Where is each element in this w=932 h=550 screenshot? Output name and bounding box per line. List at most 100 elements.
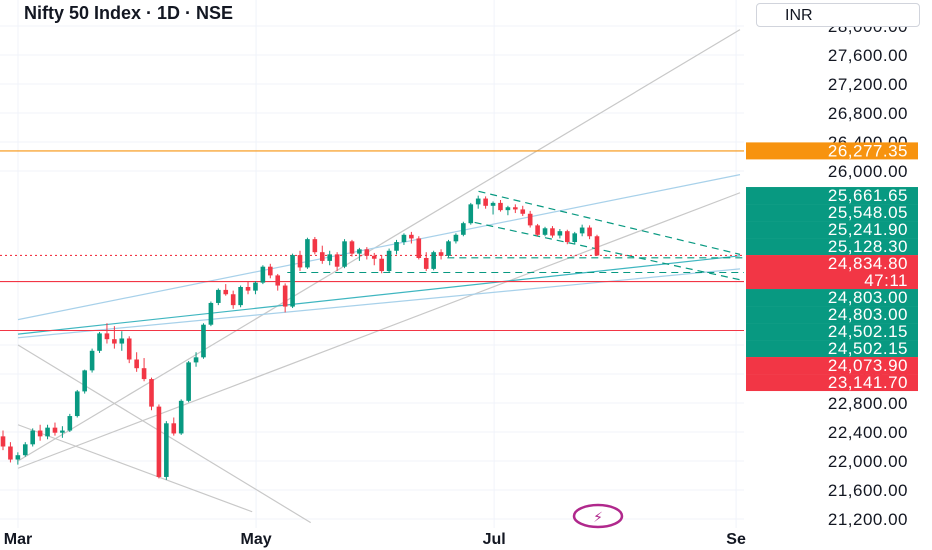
candle[interactable] <box>431 250 436 271</box>
candle[interactable] <box>527 210 533 228</box>
tradingview-badge[interactable]: ⚡ <box>572 503 624 529</box>
price-tag[interactable]: 25,128.30 <box>746 237 918 256</box>
candle[interactable] <box>461 221 466 237</box>
candle[interactable] <box>164 421 169 480</box>
candle[interactable] <box>52 422 58 436</box>
candle[interactable] <box>223 284 229 296</box>
price-tag[interactable]: 25,548.05 <box>746 203 918 222</box>
price-tag[interactable]: 24,073.90 <box>746 356 918 375</box>
candle[interactable] <box>141 358 147 382</box>
price-tag[interactable]: 24,502.15 <box>746 322 918 341</box>
candle[interactable] <box>423 252 429 272</box>
candle[interactable] <box>74 389 80 418</box>
candle[interactable] <box>119 331 125 351</box>
candle[interactable] <box>82 369 87 394</box>
candle[interactable] <box>557 229 563 239</box>
candle[interactable] <box>22 442 28 457</box>
candle[interactable] <box>156 404 162 479</box>
candle[interactable] <box>416 236 422 260</box>
candle[interactable] <box>327 250 333 266</box>
candle[interactable] <box>319 245 325 264</box>
candle[interactable] <box>60 426 65 438</box>
candle[interactable] <box>45 424 50 440</box>
candle[interactable] <box>149 377 154 411</box>
trend-line[interactable] <box>17 174 741 321</box>
price-tag[interactable]: 24,803.00 <box>746 288 918 307</box>
candle[interactable] <box>297 250 303 272</box>
candle[interactable] <box>386 248 392 273</box>
trend-line[interactable] <box>17 268 741 339</box>
candle[interactable] <box>290 253 295 309</box>
trend-line[interactable] <box>474 221 741 281</box>
price-tag[interactable]: 24,803.00 <box>746 305 918 324</box>
candle[interactable] <box>394 239 399 255</box>
candle[interactable] <box>364 247 370 260</box>
candle[interactable] <box>312 236 318 255</box>
candle[interactable] <box>230 290 236 309</box>
price-tag[interactable]: 25,241.90 <box>746 220 918 239</box>
candle[interactable] <box>349 239 355 257</box>
price-tag[interactable]: 23,141.70 <box>746 373 918 392</box>
candle[interactable] <box>238 285 243 308</box>
candle[interactable] <box>8 442 13 463</box>
candle[interactable] <box>379 255 384 274</box>
candle[interactable] <box>305 237 310 269</box>
candle[interactable] <box>550 226 555 238</box>
candle[interactable] <box>505 205 511 216</box>
candle[interactable] <box>334 252 340 272</box>
candle[interactable] <box>594 234 600 256</box>
price-tag[interactable]: 26,277.35 <box>746 141 918 160</box>
candle[interactable] <box>171 417 177 436</box>
trend-line[interactable] <box>17 424 253 513</box>
candle[interactable] <box>30 428 36 447</box>
candle[interactable] <box>208 301 214 327</box>
currency-selector[interactable]: INR <box>756 3 920 27</box>
candle[interactable] <box>89 348 95 373</box>
candle[interactable] <box>253 281 258 295</box>
candle[interactable] <box>267 263 273 279</box>
candle[interactable] <box>475 195 481 209</box>
candle[interactable] <box>453 233 459 244</box>
candle[interactable] <box>178 399 184 435</box>
candle[interactable] <box>134 352 139 372</box>
candle[interactable] <box>498 200 503 212</box>
candle[interactable] <box>201 323 206 359</box>
candle[interactable] <box>579 224 585 237</box>
candle[interactable] <box>112 326 117 349</box>
candle[interactable] <box>483 196 488 209</box>
candle[interactable] <box>216 288 221 306</box>
candle[interactable] <box>0 430 6 451</box>
price-tag[interactable]: 24,502.15 <box>746 339 918 358</box>
candle[interactable] <box>535 223 540 237</box>
candle[interactable] <box>260 265 266 285</box>
candle[interactable] <box>97 331 102 353</box>
candle[interactable] <box>193 352 199 367</box>
candle[interactable] <box>401 233 407 245</box>
candle[interactable] <box>282 283 288 313</box>
candle[interactable] <box>513 204 518 214</box>
candle[interactable] <box>446 239 451 258</box>
candle[interactable] <box>587 225 592 240</box>
trend-line[interactable] <box>17 255 741 335</box>
candle[interactable] <box>15 452 21 465</box>
candle[interactable] <box>67 413 73 432</box>
trend-line[interactable] <box>478 190 741 255</box>
candle[interactable] <box>186 360 191 403</box>
candle[interactable] <box>357 247 362 261</box>
candle[interactable] <box>542 226 548 237</box>
candle[interactable] <box>342 239 347 269</box>
candle[interactable] <box>572 231 578 245</box>
candle[interactable] <box>275 273 281 291</box>
candle[interactable] <box>409 231 414 244</box>
candle[interactable] <box>371 252 377 266</box>
candle[interactable] <box>468 202 474 225</box>
candle[interactable] <box>490 201 496 215</box>
trend-line[interactable] <box>17 29 741 462</box>
candle[interactable] <box>564 229 570 245</box>
candle[interactable] <box>104 323 110 344</box>
price-tag[interactable]: 25,661.65 <box>746 186 918 205</box>
candle[interactable] <box>126 336 132 364</box>
